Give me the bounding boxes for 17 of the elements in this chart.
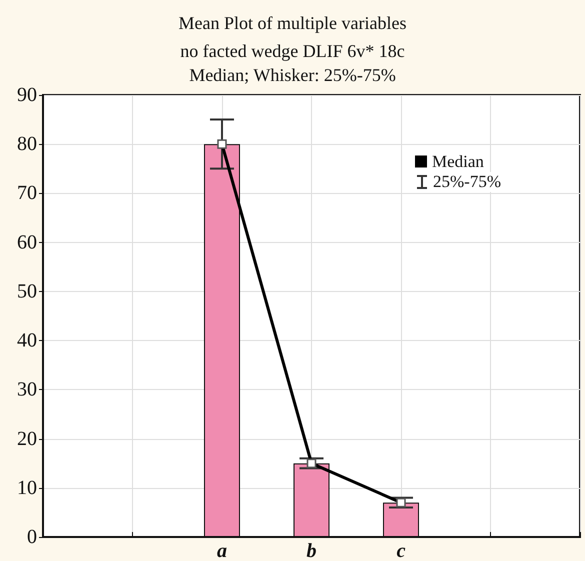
annotation: 25%-75% xyxy=(433,172,501,192)
x-tick-label: b xyxy=(306,540,316,561)
x-tick-label: c xyxy=(396,540,406,561)
chart-title: Mean Plot of multiple variables xyxy=(178,13,406,33)
y-tick-label: 40 xyxy=(17,330,37,352)
legend-label: Median xyxy=(432,152,484,171)
y-tick-label: 80 xyxy=(17,133,37,156)
y-tick-label: 30 xyxy=(17,378,37,401)
y-tick-label: 70 xyxy=(17,182,37,204)
y-tick-label: 10 xyxy=(17,476,37,499)
chart-subtitle: no facted wedge DLIF 6v* 18c Median; Whisker: 25%-75% xyxy=(180,41,405,85)
y-tick-label: 0 xyxy=(27,526,37,548)
x-tick-label: a xyxy=(217,540,227,561)
y-tick-label: 50 xyxy=(17,280,37,302)
y-tick-label: 20 xyxy=(17,428,37,450)
y-tick-label: 90 xyxy=(17,84,37,106)
y-tick-label: 60 xyxy=(17,231,37,254)
